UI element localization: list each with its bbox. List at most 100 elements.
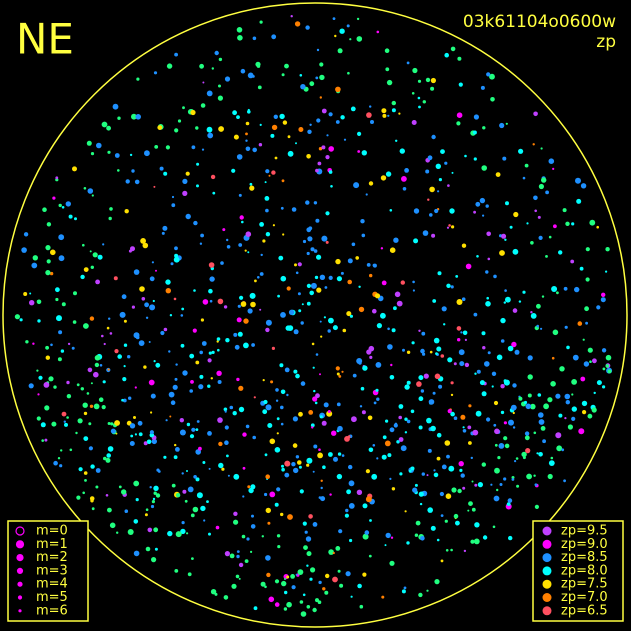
star [280,275,287,282]
star [398,404,404,409]
star [482,535,488,540]
zp-label: zp=7.0 [561,590,608,605]
star [499,122,505,129]
star [461,243,467,248]
star [414,483,418,487]
star [189,389,193,393]
star [565,400,570,405]
star [123,343,128,347]
star [180,528,186,535]
star [335,546,341,551]
star [198,446,202,451]
star [280,206,284,210]
star [207,132,214,139]
star [163,171,168,176]
star [486,72,491,77]
star [455,520,460,526]
star [190,109,196,116]
star [414,533,419,537]
star [425,169,430,174]
star [332,551,335,555]
star [174,128,179,133]
star [312,396,318,402]
star [423,373,429,379]
star [513,211,519,218]
magnitude-label: m=6 [36,603,68,618]
zp-marker [542,553,552,563]
magnitude-marker [15,540,25,549]
star [436,346,442,352]
star [431,134,436,140]
zp-marker [542,579,552,589]
star [411,341,415,345]
star [444,440,451,446]
star [153,185,156,188]
star [536,303,541,309]
star [477,482,483,488]
star [247,110,251,114]
star [327,410,331,413]
star [306,301,311,306]
star [571,222,575,226]
star [358,306,365,313]
star [410,466,415,471]
star [358,285,361,288]
star [505,122,508,125]
star [295,142,297,145]
star [119,311,126,318]
star [349,538,353,543]
star [457,338,461,342]
star [181,307,185,311]
star [150,411,153,414]
star [401,589,406,594]
star [224,425,229,430]
star [525,448,531,454]
star [182,489,187,494]
star [109,207,113,211]
star [325,240,329,244]
star [552,329,559,336]
corner-label: NE [16,15,74,64]
star [206,500,209,503]
star [320,335,323,338]
star [236,317,242,323]
star [284,460,291,467]
star [36,299,42,305]
star [476,369,481,374]
star [193,289,196,292]
star [216,337,221,341]
zp-label: zp=6.5 [561,603,608,618]
star [218,57,223,62]
star [311,342,315,346]
star [551,356,555,360]
star [494,428,500,435]
star [281,179,285,183]
star [472,130,477,135]
star [339,28,345,34]
star [99,364,103,367]
star [251,343,256,347]
star [182,370,188,376]
star [456,121,461,126]
star [456,299,463,305]
star [242,432,247,437]
star [412,67,418,74]
star [422,100,426,104]
star [193,220,198,226]
star [374,293,381,299]
star [418,491,424,497]
star [151,261,154,264]
star [350,595,353,598]
star [185,213,191,220]
star [145,508,149,512]
star [252,36,257,41]
star [391,328,396,333]
star [264,453,268,457]
star [350,106,356,112]
star [68,214,73,219]
star [352,373,357,378]
star [319,62,324,67]
star [232,411,237,416]
star [209,276,215,282]
